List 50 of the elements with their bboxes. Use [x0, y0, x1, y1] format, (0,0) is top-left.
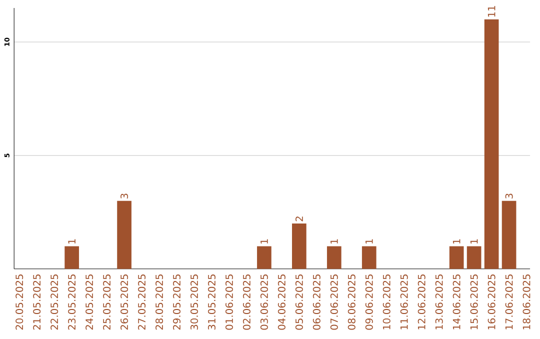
- x-tick-label: 03.06.2025: [260, 274, 268, 330]
- x-tick-label: 29.05.2025: [172, 274, 181, 330]
- bar: [117, 201, 132, 270]
- x-tick-label: 06.06.2025: [312, 274, 320, 330]
- x-tick-label: 12.06.2025: [418, 274, 426, 330]
- x-tick-label: 05.06.2025: [295, 274, 303, 330]
- bar: [292, 224, 306, 270]
- x-tick-label: 21.05.2025: [33, 274, 41, 330]
- x-tick-label: 26.05.2025: [120, 274, 128, 330]
- data-label: 1: [260, 239, 268, 244]
- x-tick-label: 20.05.2025: [16, 274, 24, 330]
- data-label: 2: [295, 216, 303, 222]
- x-tick-label: 09.06.2025: [365, 274, 373, 330]
- x-tick-label: 28.05.2025: [156, 274, 164, 330]
- x-tick-label: 30.05.2025: [190, 274, 198, 330]
- x-tick-label: 31.05.2025: [208, 274, 216, 330]
- x-tick-label: 24.05.2025: [86, 274, 94, 330]
- x-tick-label: 27.05.2025: [138, 274, 146, 330]
- data-label: 1: [68, 239, 76, 244]
- x-tick-label: 18.06.2025: [522, 274, 530, 330]
- x-tick-label: 17.06.2025: [505, 274, 513, 330]
- x-tick-label: 01.06.2025: [225, 274, 233, 330]
- x-tick-label: 14.06.2025: [452, 274, 460, 330]
- x-tick-label: 07.06.2025: [330, 274, 338, 330]
- x-tick-label: 04.06.2025: [278, 274, 286, 330]
- x-tick-label: 13.06.2025: [435, 274, 443, 330]
- bar: [257, 246, 272, 270]
- x-tick-label: 10.06.2025: [382, 274, 390, 330]
- data-label: 11: [488, 6, 496, 17]
- bar: [449, 246, 464, 270]
- x-tick-label: 11.06.2025: [400, 274, 408, 330]
- data-label: 1: [452, 239, 460, 244]
- data-label: 1: [366, 239, 373, 244]
- x-tick-label: 25.05.2025: [103, 274, 111, 330]
- bar: [362, 246, 376, 270]
- data-label: 1: [470, 239, 478, 244]
- bar: [484, 19, 499, 270]
- bar: [502, 201, 516, 270]
- data-label: 3: [120, 194, 128, 199]
- data-label: 3: [505, 194, 513, 199]
- x-tick-label: 16.06.2025: [488, 274, 496, 330]
- data-label: 1: [330, 239, 338, 244]
- x-tick-label: 22.05.2025: [50, 274, 58, 330]
- bar: [64, 246, 79, 270]
- x-tick-label: 15.06.2025: [470, 274, 478, 330]
- x-tick-label: 08.06.2025: [348, 274, 356, 330]
- x-tick-label: 02.06.2025: [242, 274, 250, 330]
- x-tick-label: 23.05.2025: [68, 274, 76, 330]
- bar: [326, 246, 342, 270]
- bar: [466, 246, 482, 270]
